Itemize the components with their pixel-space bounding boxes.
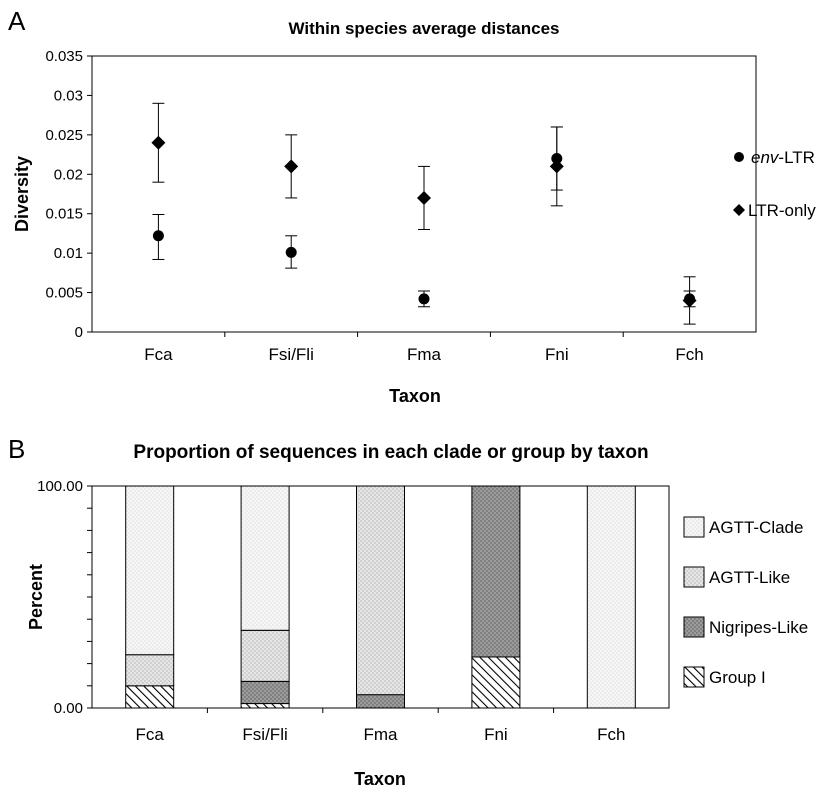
chart-a-y-tick-label: 0.01	[54, 245, 83, 262]
chart-b-x-tick-label: Fni	[484, 725, 508, 744]
env-ltr-point	[684, 293, 696, 305]
bar-segment-nigripes-like	[471, 485, 521, 658]
chart-b-x-tick-label: Fch	[597, 725, 625, 744]
legend-env-ltr-marker	[734, 152, 744, 162]
env-ltr-point	[418, 293, 430, 305]
bar-segment-agtt-clade	[240, 485, 290, 631]
panel-b-letter: B	[8, 434, 25, 464]
bar-segment-agtt-clade	[125, 485, 175, 656]
ltr-only-point	[151, 135, 166, 150]
legend-group-i-label: Group I	[709, 668, 766, 687]
chart-a-x-tick-label: Fsi/Fli	[269, 345, 314, 364]
ltr-only-point	[284, 159, 299, 174]
legend-nigripes-like-label: Nigripes-Like	[709, 618, 808, 637]
legend-nigripes-like-swatch	[683, 616, 705, 638]
chart-a-y-tick-label: 0.03	[54, 87, 83, 104]
chart-a-y-tick-label: 0.015	[45, 206, 83, 223]
legend-ltr-only-marker	[733, 204, 745, 216]
env-ltr-point	[551, 153, 563, 165]
chart-a-x-tick-label: Fma	[407, 345, 442, 364]
chart-b-x-tick-label: Fma	[364, 725, 399, 744]
chart-b-gridlines	[87, 507, 92, 687]
chart-a-y-tick-label: 0.005	[45, 285, 83, 302]
chart-a-x-tick-label: Fch	[675, 345, 703, 364]
chart-b-y-tick-label: 0.00	[54, 700, 83, 717]
chart-b-x-tick-label: Fca	[136, 725, 165, 744]
chart-b-bars	[125, 485, 636, 709]
bar-segment-group-i	[125, 685, 175, 709]
chart-a-x-tick-label: Fni	[545, 345, 569, 364]
chart-a-y-label: Diversity	[12, 156, 32, 232]
chart-a-x-tick-label: Fca	[144, 345, 173, 364]
chart-b-y-axis: 0.00 100.00	[37, 478, 92, 717]
legend-ltr-only-label: LTR-only	[748, 201, 816, 220]
legend-agtt-clade-label: AGTT-Clade	[709, 518, 803, 537]
chart-a-y-axis: 0 0.005 0.01 0.015 0.02 0.025 0.03 0.035	[45, 48, 92, 341]
env-ltr-point	[285, 246, 297, 258]
panel-a-letter: A	[8, 6, 26, 36]
chart-a-y-tick-label: 0.02	[54, 166, 83, 183]
chart-b-x-label: Taxon	[354, 769, 406, 789]
env-ltr-point	[152, 230, 164, 242]
legend-agtt-clade-swatch	[683, 516, 705, 538]
chart-a-marks	[151, 102, 697, 325]
chart-a-y-tick-label: 0.025	[45, 127, 83, 144]
bar-segment-agtt-clade	[586, 485, 636, 709]
chart-a-y-tick-label: 0.035	[45, 48, 83, 65]
chart-b-x-tick-label: Fsi/Fli	[242, 725, 287, 744]
chart-b-legend: AGTT-Clade AGTT-Like Nigripes-Like Group…	[683, 516, 808, 688]
legend-agtt-like-label: AGTT-Like	[709, 568, 790, 587]
chart-a-legend: env-LTR LTR-only	[733, 148, 816, 220]
chart-b-x-axis: Fca Fsi/Fli Fma Fni Fch	[136, 708, 625, 744]
bar-segment-agtt-like	[125, 654, 175, 687]
chart-a-x-axis: Fca Fsi/Fli Fma Fni Fch	[144, 332, 704, 364]
chart-b-y-label: Percent	[26, 564, 46, 630]
bar-segment-agtt-like	[240, 629, 290, 682]
panel-a: A Within species average distances 0 0.00…	[8, 6, 816, 406]
chart-a-x-label: Taxon	[389, 386, 441, 406]
legend-group-i-swatch	[683, 666, 705, 688]
bar-segment-group-i	[240, 703, 290, 709]
bar-segment-nigripes-like	[356, 694, 405, 709]
chart-a-plot-area	[91, 55, 757, 333]
chart-b-y-tick-label: 100.00	[37, 478, 83, 495]
legend-agtt-like-swatch	[683, 566, 705, 588]
bar-segment-group-i	[471, 656, 521, 709]
legend-env-ltr-label: env-LTR	[751, 148, 815, 167]
chart-a-y-tick-label: 0	[75, 324, 83, 341]
bar-segment-nigripes-like	[240, 680, 290, 705]
chart-b-title: Proportion of sequences in each clade or…	[133, 442, 648, 463]
chart-a-title: Within species average distances	[288, 19, 559, 38]
bar-segment-agtt-like	[356, 485, 405, 696]
ltr-only-point	[417, 190, 431, 205]
panel-b: B Proportion of sequences in each clade …	[8, 434, 808, 789]
